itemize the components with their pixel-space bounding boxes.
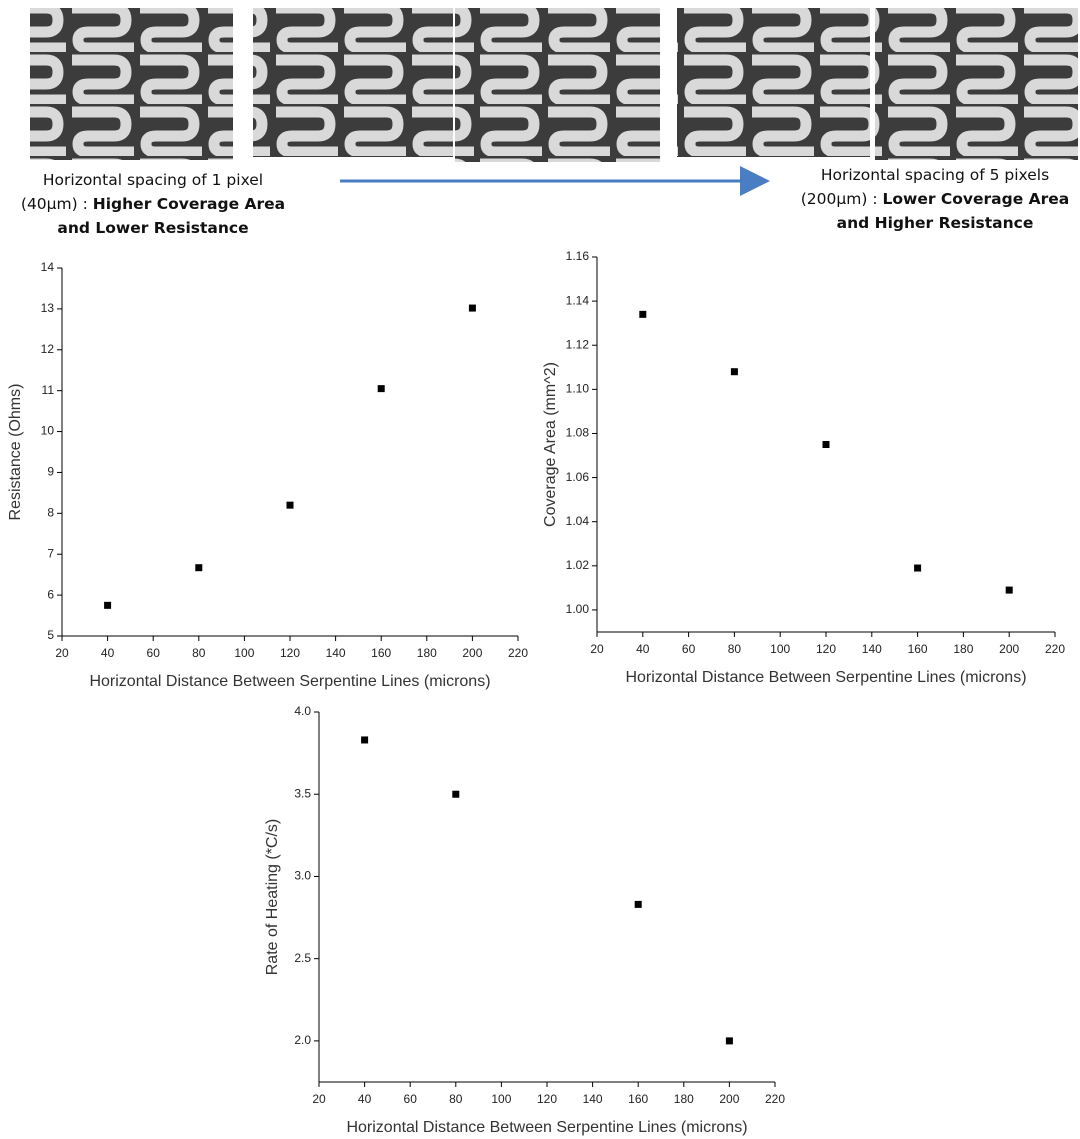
y-tick-label: 1.08 (566, 426, 590, 440)
x-tick-label: 60 (682, 642, 696, 656)
marker (195, 564, 203, 572)
micrographs (30, 8, 1078, 162)
x-tick-label: 60 (404, 1092, 418, 1106)
y-axis-title: Coverage Area (mm^2) (542, 362, 559, 527)
y-tick-label: 1.02 (566, 558, 590, 572)
y-axis-title: Resistance (Ohms) (7, 384, 24, 521)
x-tick-label: 200 (999, 642, 1019, 656)
x-tick-label: 20 (55, 646, 69, 660)
x-tick-label: 160 (908, 642, 928, 656)
y-tick-label: 6 (47, 587, 54, 601)
y-tick-label: 1.16 (566, 249, 590, 263)
x-tick-label: 140 (326, 646, 346, 660)
x-tick-label: 80 (449, 1092, 463, 1106)
x-tick-label: 160 (628, 1092, 648, 1106)
x-tick-label: 40 (101, 646, 115, 660)
marker (730, 368, 738, 376)
x-tick-label: 220 (508, 646, 528, 660)
micrograph (455, 8, 660, 162)
x-tick-label: 20 (312, 1092, 326, 1106)
y-tick-label: 13 (41, 301, 55, 315)
x-tick-label: 140 (583, 1092, 603, 1106)
x-axis-title: Horizontal Distance Between Serpentine L… (625, 669, 1026, 686)
y-tick-label: 3.0 (294, 869, 311, 883)
caption-text: Horizontal spacing of 1 pixel (40μm) : (20, 171, 264, 213)
y-tick-label: 1.04 (566, 514, 590, 528)
x-axis-title: Horizontal Distance Between Serpentine L… (89, 673, 490, 690)
x-tick-label: 140 (862, 642, 882, 656)
y-tick-label: 5 (47, 628, 54, 642)
y-tick-label: 2.5 (294, 951, 311, 965)
y-tick-label: 1.10 (566, 382, 590, 396)
x-tick-label: 180 (953, 642, 973, 656)
y-tick-label: 3.5 (294, 786, 311, 800)
caption-bold: Higher Coverage Area and Lower Resistanc… (57, 195, 286, 237)
x-tick-label: 160 (371, 646, 391, 660)
x-tick-label: 100 (491, 1092, 511, 1106)
marker (468, 304, 476, 312)
caption-right: Horizontal spacing of 5 pixels (200μm) :… (790, 163, 1080, 235)
x-tick-label: 180 (417, 646, 437, 660)
y-tick-label: 7 (47, 546, 54, 560)
x-tick-label: 120 (537, 1092, 557, 1106)
marker (1005, 586, 1013, 594)
x-tick-label: 180 (674, 1092, 694, 1106)
x-tick-label: 220 (1045, 642, 1065, 656)
x-tick-label: 100 (770, 642, 790, 656)
marker (377, 385, 385, 393)
marker (639, 310, 647, 318)
y-tick-label: 8 (47, 506, 54, 520)
x-tick-label: 200 (719, 1092, 739, 1106)
x-tick-label: 40 (636, 642, 650, 656)
marker (104, 601, 112, 609)
y-tick-label: 4.0 (294, 704, 311, 718)
micrograph (30, 8, 233, 160)
micrograph (677, 8, 870, 157)
x-tick-label: 80 (728, 642, 742, 656)
caption-left: Horizontal spacing of 1 pixel (40μm) : H… (18, 168, 288, 240)
x-tick-label: 80 (192, 646, 206, 660)
y-tick-label: 1.12 (566, 337, 590, 351)
y-tick-label: 2.0 (294, 1033, 311, 1047)
y-tick-label: 1.06 (566, 470, 590, 484)
y-tick-label: 10 (41, 424, 55, 438)
marker (361, 736, 369, 744)
x-tick-label: 120 (280, 646, 300, 660)
x-tick-label: 200 (462, 646, 482, 660)
caption-bold: Lower Coverage Area and Higher Resistanc… (836, 190, 1070, 232)
y-tick-label: 9 (47, 465, 54, 479)
marker (914, 564, 922, 572)
marker (634, 900, 642, 908)
y-tick-label: 14 (41, 260, 55, 274)
x-tick-label: 40 (358, 1092, 372, 1106)
marker (822, 441, 830, 448)
micrograph (253, 8, 453, 157)
y-tick-label: 1.14 (566, 293, 590, 307)
marker (452, 790, 460, 798)
x-axis-title: Horizontal Distance Between Serpentine L… (346, 1119, 747, 1136)
x-tick-label: 120 (816, 642, 836, 656)
y-tick-label: 1.00 (566, 602, 590, 616)
marker (725, 1037, 733, 1045)
x-tick-label: 20 (590, 642, 604, 656)
caption-text: Horizontal spacing of 5 pixels (200μm) : (800, 166, 1050, 208)
y-tick-label: 11 (42, 383, 55, 397)
y-tick-label: 12 (41, 342, 55, 356)
y-axis-title: Rate of Heating (*C/s) (264, 819, 281, 976)
x-tick-label: 100 (234, 646, 254, 660)
marker (286, 501, 294, 509)
x-tick-label: 60 (147, 646, 161, 660)
micrograph (875, 8, 1078, 160)
x-tick-label: 220 (765, 1092, 785, 1106)
